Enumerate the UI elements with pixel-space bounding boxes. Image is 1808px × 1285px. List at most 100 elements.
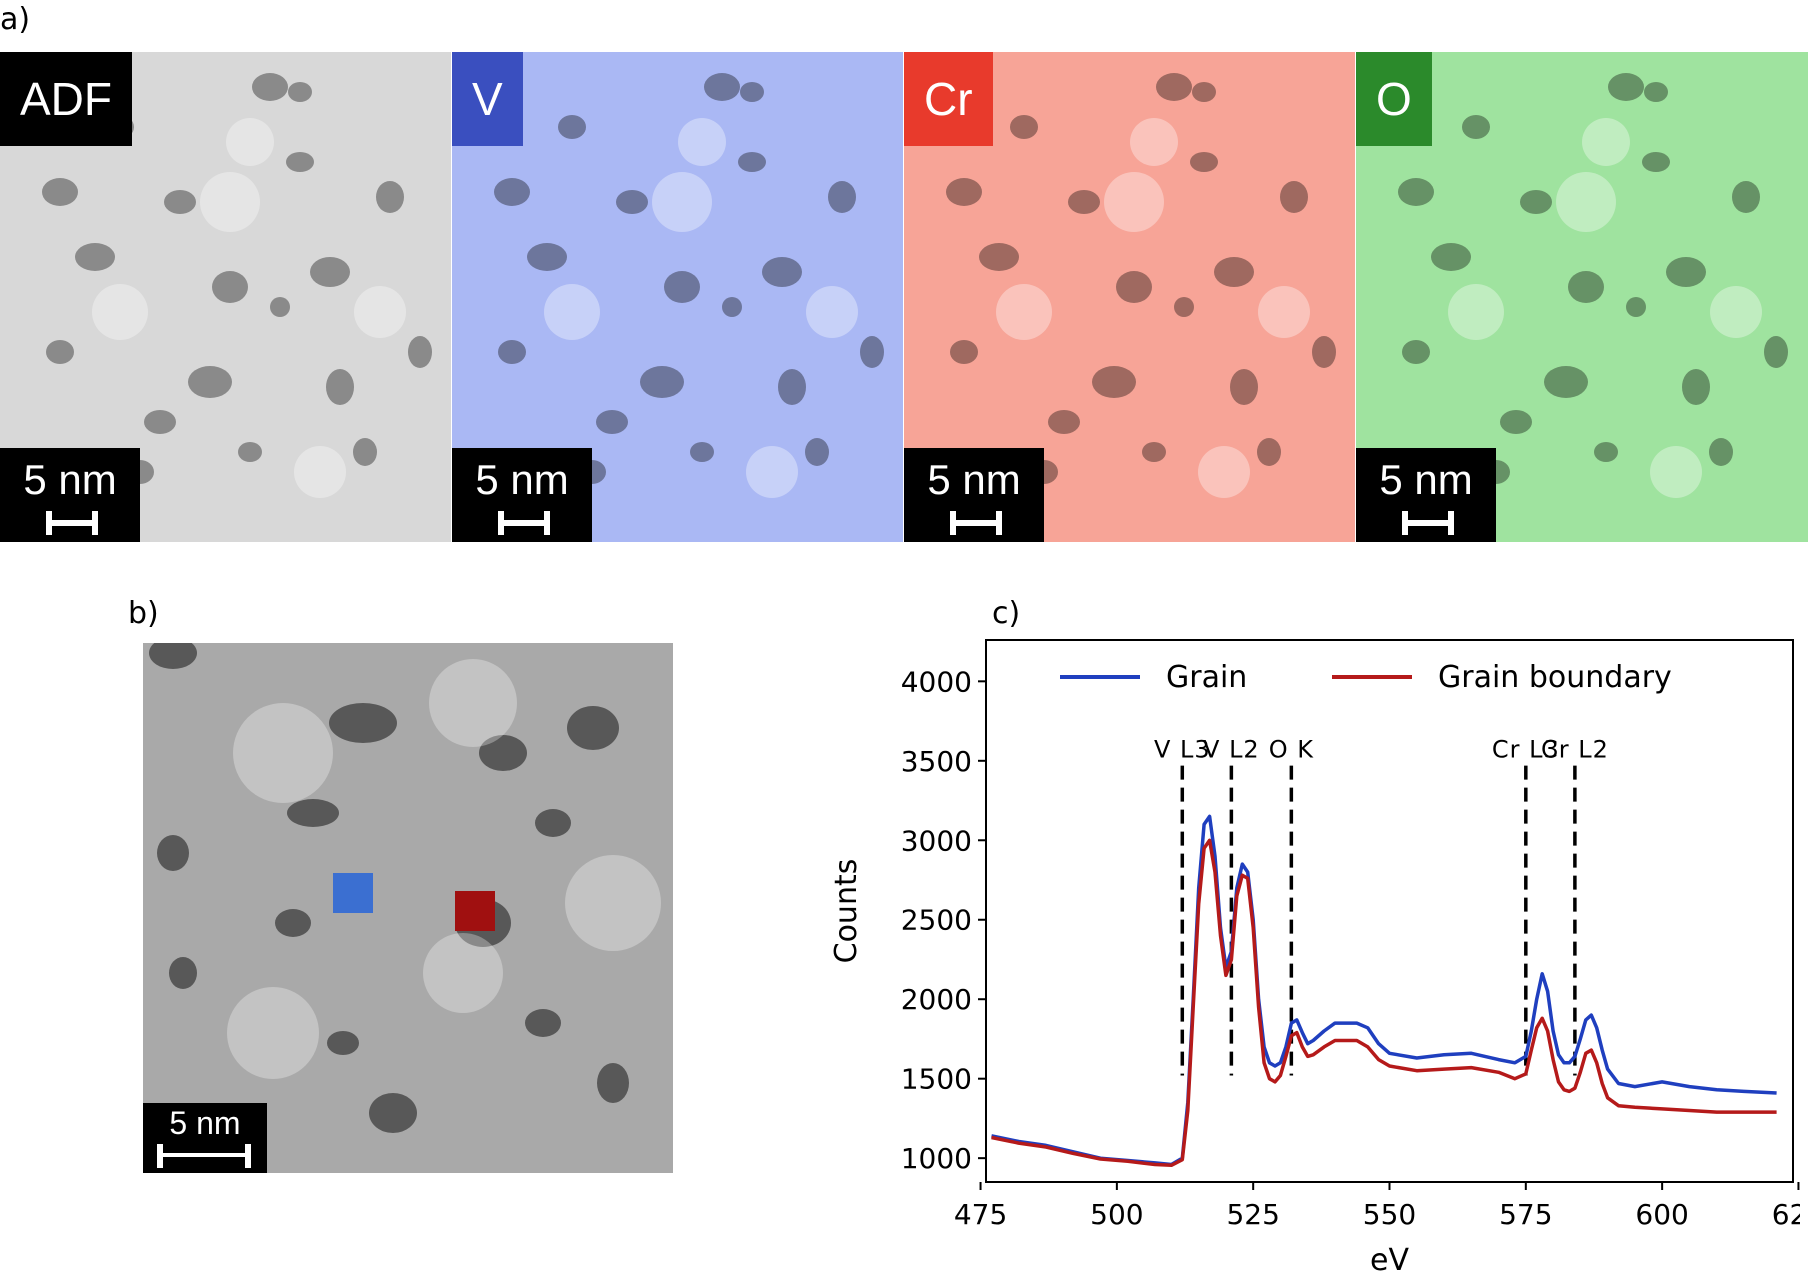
- texture-blob: [1544, 366, 1588, 398]
- texture-blob: [498, 340, 526, 364]
- texture-highlight: [544, 284, 600, 340]
- texture-blob: [1642, 152, 1670, 172]
- texture-blob: [950, 340, 978, 364]
- texture-blob: [286, 152, 314, 172]
- texture-highlight: [200, 172, 260, 232]
- scale-bar-b: 5 nm: [143, 1103, 267, 1173]
- texture-highlight: [565, 855, 661, 951]
- scale-bar-o: 5 nm: [1356, 448, 1496, 542]
- texture-highlight: [227, 987, 319, 1079]
- x-axis-label: eV: [1370, 1243, 1409, 1278]
- x-tick-label: 500: [1090, 1198, 1143, 1231]
- texture-blob: [157, 835, 189, 871]
- texture-blob: [252, 73, 288, 101]
- texture-blob: [1116, 271, 1152, 303]
- texture-blob: [1500, 410, 1532, 434]
- texture-blob: [376, 181, 404, 213]
- texture-highlight: [1198, 446, 1250, 498]
- texture-highlight: [226, 118, 274, 166]
- scale-bar-line: [950, 511, 1002, 535]
- texture-blob: [596, 410, 628, 434]
- edge-annotation: V L2: [1203, 736, 1260, 764]
- texture-blob: [310, 257, 350, 287]
- edge-annotation: Cr L2: [1541, 736, 1609, 764]
- map-tag-v: V: [452, 52, 523, 146]
- texture-blob: [42, 178, 78, 206]
- texture-blob: [1230, 369, 1258, 405]
- scale-bar-line: [46, 511, 98, 535]
- legend-label: Grain: [1166, 660, 1247, 695]
- texture-blob: [1666, 257, 1706, 287]
- x-tick-label: 575: [1499, 1198, 1552, 1231]
- texture-blob: [369, 1093, 417, 1133]
- texture-blob: [1398, 178, 1434, 206]
- texture-blob: [1156, 73, 1192, 101]
- texture-blob: [1732, 181, 1760, 213]
- scale-label: 5 nm: [169, 1105, 241, 1141]
- texture-blob: [479, 735, 527, 771]
- map-tag-cr: Cr: [904, 52, 993, 146]
- scale-label: 5 nm: [475, 456, 569, 503]
- texture-blob: [46, 340, 74, 364]
- panel-label-c: c): [992, 596, 1021, 631]
- texture-blob: [778, 369, 806, 405]
- texture-highlight: [423, 933, 503, 1013]
- texture-blob: [704, 73, 740, 101]
- scale-label: 5 nm: [927, 456, 1021, 503]
- texture-blob: [1682, 369, 1710, 405]
- series-line-grain: [991, 814, 1777, 1167]
- edge-annotation: O K: [1269, 736, 1315, 764]
- panel-label-a: a): [0, 2, 31, 37]
- texture-highlight: [996, 284, 1052, 340]
- texture-blob: [353, 438, 377, 466]
- x-tick-label: 525: [1226, 1198, 1279, 1231]
- texture-highlight: [1582, 118, 1630, 166]
- texture-blob: [1142, 442, 1166, 462]
- texture-highlight: [354, 286, 406, 338]
- texture-highlight: [1556, 172, 1616, 232]
- texture-highlight: [1130, 118, 1178, 166]
- scale-bar-v: 5 nm: [452, 448, 592, 542]
- legend-label: Grain boundary: [1438, 660, 1672, 695]
- x-tick-label: 600: [1635, 1198, 1688, 1231]
- scale-bar-line: [157, 1144, 251, 1168]
- texture-blob: [722, 297, 742, 317]
- texture-blob: [75, 243, 115, 271]
- texture-highlight: [1650, 446, 1702, 498]
- texture-blob: [329, 703, 397, 743]
- texture-highlight: [1104, 172, 1164, 232]
- x-tick-label: 625: [1772, 1198, 1800, 1231]
- series-line-grain-boundary: [991, 838, 1777, 1168]
- cr-map: Cr 5 nm: [904, 52, 1355, 542]
- texture-blob: [149, 643, 197, 669]
- texture-blob: [979, 243, 1019, 271]
- texture-blob: [1568, 271, 1604, 303]
- edge-annotation: Cr L3: [1492, 736, 1560, 764]
- texture-blob: [212, 271, 248, 303]
- texture-blob: [1608, 73, 1644, 101]
- scale-bar-line: [498, 511, 550, 535]
- scale-label: 5 nm: [23, 456, 117, 503]
- texture-blob: [1214, 257, 1254, 287]
- edge-annotation: V L3: [1154, 736, 1211, 764]
- texture-blob: [408, 336, 432, 368]
- texture-blob: [1462, 115, 1490, 139]
- texture-blob: [762, 257, 802, 287]
- texture-blob: [288, 82, 312, 102]
- texture-blob: [164, 190, 196, 214]
- panel-b-image: 5 nm: [143, 643, 673, 1173]
- texture-highlight: [652, 172, 712, 232]
- texture-blob: [494, 178, 530, 206]
- scale-label: 5 nm: [1379, 456, 1473, 503]
- panel-b-adf: [143, 643, 673, 1173]
- texture-highlight: [233, 703, 333, 803]
- x-tick-label: 475: [954, 1198, 1007, 1231]
- texture-blob: [597, 1063, 629, 1103]
- grain-marker: [333, 873, 373, 913]
- scale-bar-cr: 5 nm: [904, 448, 1044, 542]
- y-tick-label: 2000: [901, 983, 972, 1016]
- texture-blob: [1594, 442, 1618, 462]
- texture-blob: [169, 957, 197, 989]
- texture-blob: [1626, 297, 1646, 317]
- y-tick-label: 3000: [901, 824, 972, 857]
